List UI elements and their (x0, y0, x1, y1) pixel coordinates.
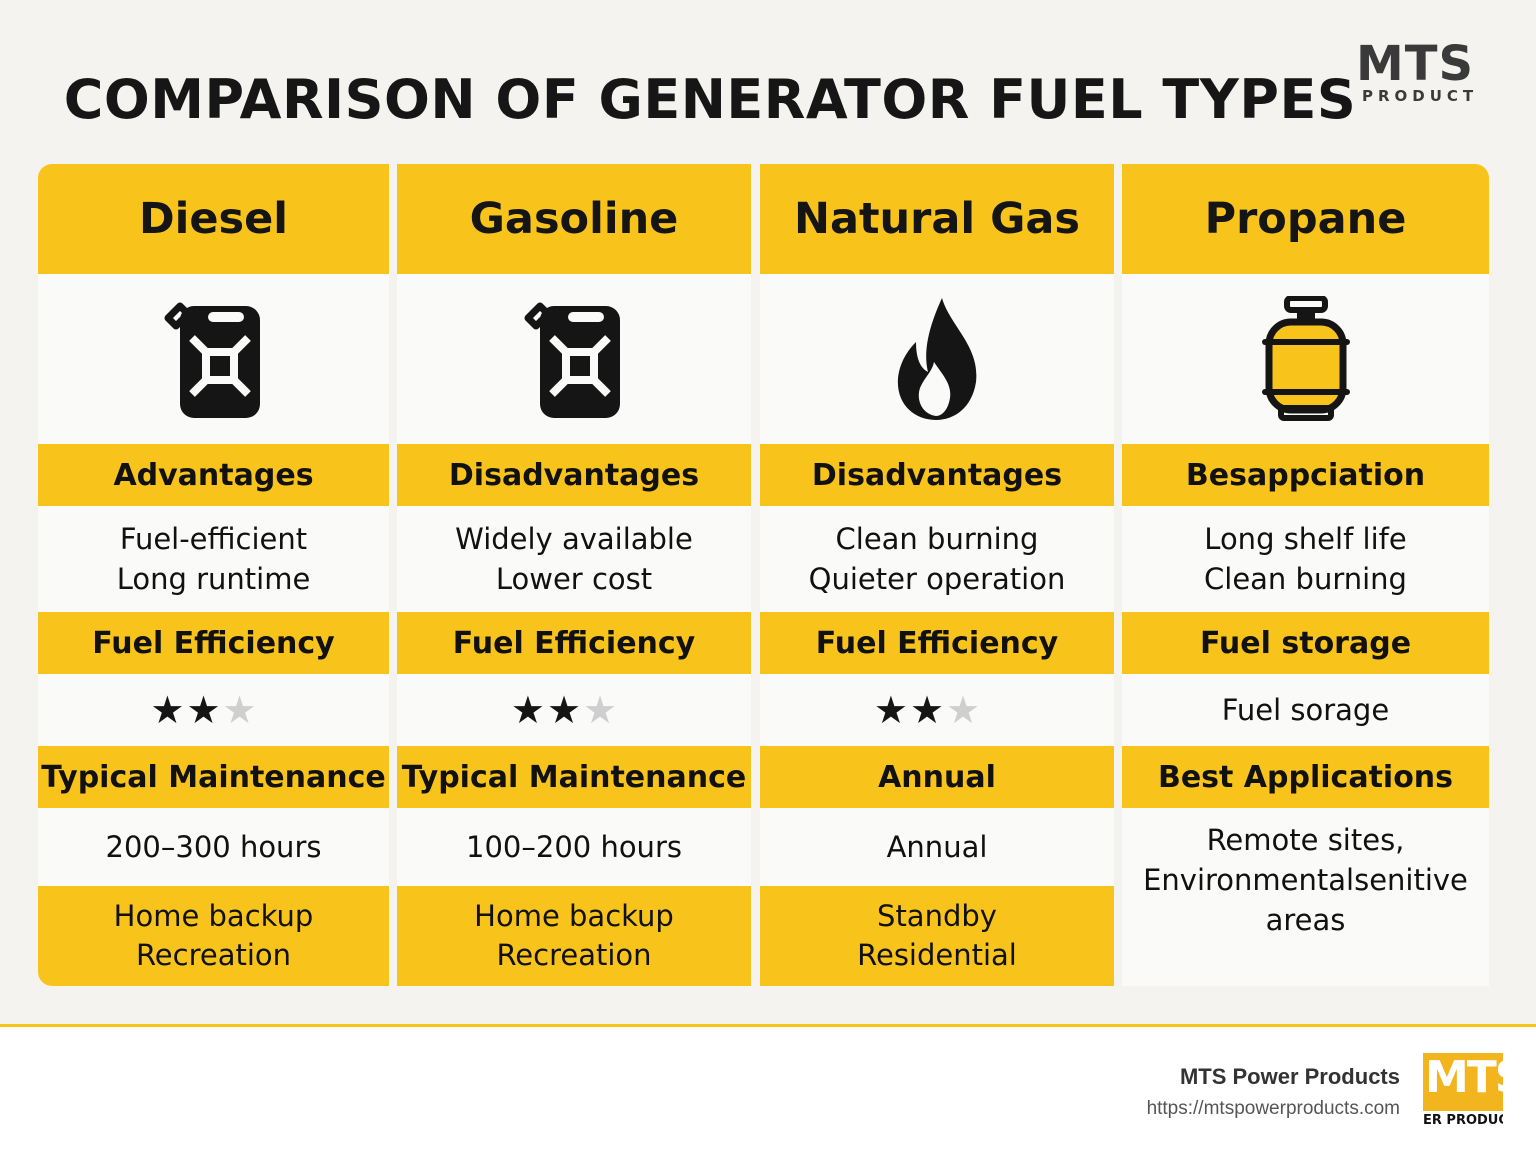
feature-text: Clean burning Quieter operation (760, 506, 1114, 612)
application-line: Recreation (135, 938, 292, 972)
column-propane: Propane Besappciation Long shelf life Cl… (1122, 164, 1489, 986)
column-header: Propane (1122, 164, 1489, 274)
icon-cell (760, 274, 1114, 444)
logo-text-sub: PRODUCT (1362, 87, 1479, 105)
star-empty-icon: ★ (222, 688, 257, 732)
icon-cell (1122, 274, 1489, 444)
application-line: Home backup (474, 899, 674, 933)
star-filled-icon: ★ (873, 688, 908, 732)
footer-logo-top: MTS (1425, 1053, 1503, 1103)
rating-cell: ★ ★ ★ (38, 674, 389, 746)
storage-text: Fuel sorage (1221, 693, 1390, 727)
star-empty-icon: ★ (583, 688, 618, 732)
section-title: Advantages (38, 444, 389, 506)
section-title: Typical Maintenance (38, 746, 389, 808)
icon-cell (38, 274, 389, 444)
star-filled-icon: ★ (186, 688, 221, 732)
section-title: Disadvantages (760, 444, 1114, 506)
section-title: Fuel Efficiency (760, 612, 1114, 674)
section-title: Fuel Efficiency (397, 612, 751, 674)
column-header: Natural Gas (760, 164, 1114, 274)
column-header: Gasoline (397, 164, 751, 274)
feature-line: Lower cost (495, 562, 653, 596)
section-title: Typical Maintenance (397, 746, 751, 808)
footer-logo: MTS ER PRODUC (1423, 1053, 1503, 1131)
feature-line: Long shelf life (1204, 522, 1407, 556)
rating-cell: ★ ★ ★ (397, 674, 751, 746)
footer-company-name: MTS Power Products (1179, 1064, 1400, 1089)
jerry-can-icon (164, 302, 260, 418)
page-title: COMPARISON OF GENERATOR FUEL TYPES (63, 68, 1357, 131)
feature-text: Long shelf life Clean burning (1122, 506, 1489, 612)
section-title: Fuel storage (1122, 612, 1489, 674)
star-filled-icon: ★ (150, 688, 185, 732)
column-gasoline: Gasoline Disadvantages Widely available … (397, 164, 751, 986)
feature-line: Clean burning (835, 522, 1039, 556)
section-title: Annual (760, 746, 1114, 808)
application-line: Remote sites, (1206, 823, 1405, 857)
section-title: Fuel Efficiency (38, 612, 389, 674)
column-diesel: Diesel Advantages Fuel-efficient Long ru… (38, 164, 389, 986)
section-title: Besappciation (1122, 444, 1489, 506)
jerry-can-icon (524, 302, 620, 418)
brand-logo: MTS PRODUCT (1356, 40, 1496, 104)
section-title: Disadvantages (397, 444, 751, 506)
footer-logo-bottom: ER PRODUC (1423, 1111, 1503, 1131)
feature-text: Fuel-efficient Long runtime (38, 506, 389, 612)
star-rating: ★ ★ ★ (150, 690, 256, 730)
feature-line: Widely available (455, 522, 693, 556)
feature-text: Widely available Lower cost (397, 506, 751, 612)
column-natural-gas: Natural Gas Disadvantages Clean burning … (760, 164, 1114, 986)
star-rating: ★ ★ ★ (874, 690, 980, 730)
section-title: Best Applications (1122, 746, 1489, 808)
star-filled-icon: ★ (546, 688, 582, 732)
feature-line: Fuel-efficient (119, 522, 308, 556)
maintenance-text: Annual (886, 830, 988, 864)
star-filled-icon: ★ (510, 688, 545, 732)
propane-tank-icon (1261, 296, 1350, 421)
footer-divider (0, 1024, 1536, 1027)
logo-text-main: MTS (1356, 36, 1475, 92)
applications-band: Standby Residential (760, 886, 1114, 986)
application-line: Home backup (113, 899, 314, 933)
application-line: Standby (877, 899, 997, 933)
feature-line: Quieter operation (808, 562, 1066, 596)
star-filled-icon: ★ (909, 688, 945, 732)
application-line: Residential (857, 938, 1017, 972)
maintenance-text: 100–200 hours (466, 830, 682, 864)
application-line: areas (1265, 903, 1346, 937)
application-line: Recreation (496, 938, 652, 972)
application-line: Environmentalsenitive (1143, 863, 1468, 897)
star-empty-icon: ★ (946, 688, 981, 732)
column-header: Diesel (38, 164, 389, 274)
icon-cell (397, 274, 751, 444)
applications-band: Home backup Recreation (38, 886, 389, 986)
footer (0, 1027, 1536, 1154)
feature-line: Clean burning (1204, 562, 1407, 596)
applications-band: Home backup Recreation (397, 886, 751, 986)
feature-line: Long runtime (116, 562, 311, 596)
applications-text: Remote sites, Environmentalsenitive area… (1122, 808, 1489, 956)
star-rating: ★ ★ ★ (511, 690, 617, 730)
maintenance-text: 200–300 hours (105, 830, 322, 864)
rating-cell: ★ ★ ★ (760, 674, 1114, 746)
footer-url-link[interactable]: https://mtspowerproducts.com (1146, 1098, 1400, 1119)
flame-icon (897, 298, 977, 420)
